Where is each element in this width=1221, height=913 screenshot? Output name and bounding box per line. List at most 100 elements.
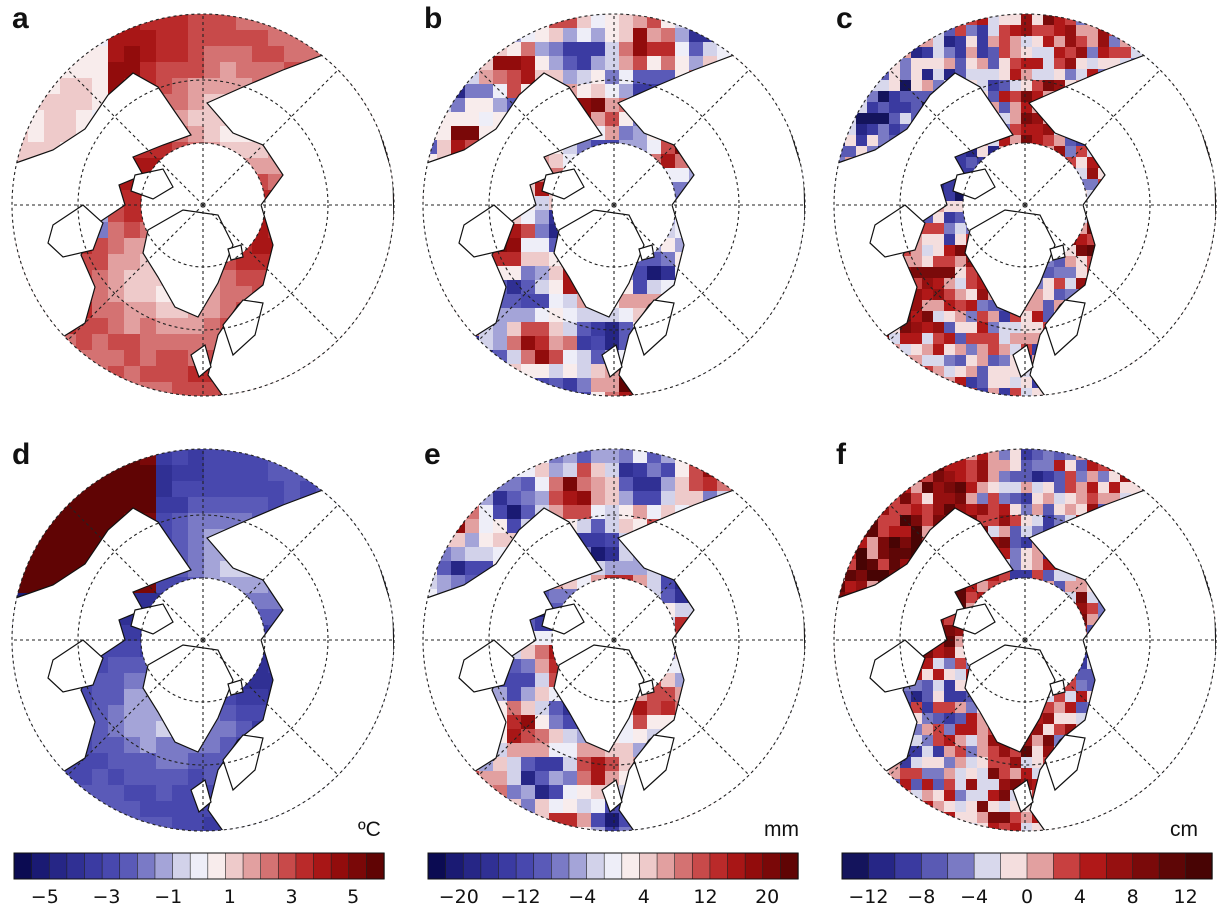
- field-cell: [28, 753, 45, 770]
- field-cell: [988, 449, 1000, 461]
- field-cell: [140, 382, 157, 396]
- field-cell: [834, 278, 846, 290]
- field-cell: [1032, 80, 1044, 92]
- field-cell: [172, 449, 189, 466]
- field-cell: [563, 378, 578, 393]
- field-cell: [1054, 58, 1066, 70]
- field-cell: [535, 364, 550, 379]
- field-cell: [236, 14, 253, 31]
- field-cell: [479, 547, 494, 562]
- field-cell: [140, 737, 157, 754]
- field-cell: [944, 69, 956, 81]
- field-cell: [1076, 36, 1088, 48]
- field-cell: [988, 735, 1000, 747]
- field-cell: [977, 355, 989, 367]
- field-cell: [878, 493, 890, 505]
- field-cell: [493, 533, 508, 548]
- field-cell: [1098, 47, 1110, 59]
- field-cell: [380, 270, 394, 287]
- field-cell: [944, 614, 956, 626]
- field-cell: [1032, 515, 1044, 527]
- field-cell: [124, 254, 141, 271]
- field-cell: [591, 70, 606, 85]
- field-cell: [577, 322, 592, 337]
- field-cell: [563, 463, 578, 478]
- field-cell: [1054, 278, 1066, 290]
- field-cell: [911, 471, 923, 483]
- field-cell: [1043, 460, 1055, 472]
- colorbar-swatch: [225, 852, 244, 880]
- meridian-line: [1024, 204, 1161, 341]
- field-cell: [140, 449, 157, 466]
- colorbar-swatch: [445, 852, 464, 880]
- field-cell: [605, 28, 620, 43]
- field-cell: [92, 785, 109, 802]
- field-cell: [493, 799, 508, 814]
- field-cell: [1010, 537, 1022, 549]
- field-cell: [1043, 47, 1055, 59]
- field-cell: [364, 78, 381, 95]
- meridian-line: [478, 639, 615, 776]
- field-cell: [140, 465, 157, 482]
- field-cell: [535, 280, 550, 295]
- field-cell: [549, 743, 564, 758]
- field-cell: [507, 757, 522, 772]
- field-cell: [172, 46, 189, 63]
- field-cell: [1076, 713, 1088, 725]
- field-cell: [465, 56, 480, 71]
- colorbar-tick-label: −1: [154, 886, 182, 908]
- field-cell: [1054, 691, 1066, 703]
- field-cell: [988, 746, 1000, 758]
- field-cell: [108, 366, 125, 383]
- field-cell: [878, 559, 890, 571]
- field-cell: [999, 482, 1011, 494]
- field-cell: [284, 449, 301, 466]
- field-cell: [591, 112, 606, 127]
- field-cell: [1208, 702, 1216, 714]
- colorbar-swatch: [31, 852, 50, 880]
- field-cell: [605, 827, 620, 831]
- field-cell: [563, 350, 578, 365]
- field-cell: [1098, 14, 1110, 26]
- field-cell: [605, 813, 620, 828]
- field-cell: [944, 669, 956, 681]
- field-cell: [521, 743, 536, 758]
- field-cell: [563, 771, 578, 786]
- field-cell: [619, 729, 634, 744]
- field-cell: [867, 559, 879, 571]
- field-cell: [933, 278, 945, 290]
- colorbar-swatch: [1000, 852, 1028, 880]
- field-cell: [563, 827, 578, 831]
- field-cell: [60, 481, 77, 498]
- colorbar-tick-label: 12: [693, 886, 717, 908]
- field-cell: [76, 769, 93, 786]
- field-cell: [348, 497, 365, 514]
- field-cell: [944, 691, 956, 703]
- field-cell: [944, 212, 956, 224]
- field-cell: [437, 112, 452, 127]
- field-cell: [1120, 25, 1132, 37]
- field-cell: [1054, 504, 1066, 516]
- panel-d: [11, 448, 395, 832]
- field-cell: [92, 334, 109, 351]
- field-cell: [563, 505, 578, 520]
- colorbar-swatch: [330, 852, 350, 880]
- field-cell: [966, 779, 978, 791]
- field-cell: [451, 98, 466, 113]
- field-cell: [28, 561, 45, 578]
- field-cell: [1043, 702, 1055, 714]
- meridian-line: [1024, 69, 1161, 206]
- field-cell: [1054, 69, 1066, 81]
- field-cell: [236, 577, 253, 594]
- field-cell: [944, 493, 956, 505]
- field-cell: [507, 56, 522, 71]
- field-cell: [1208, 570, 1216, 582]
- field-cell: [507, 491, 522, 506]
- field-cell: [507, 336, 522, 351]
- field-cell: [922, 746, 934, 758]
- field-cell: [92, 689, 109, 706]
- field-cell: [988, 377, 1000, 389]
- field-cell: [423, 715, 438, 730]
- field-cell: [591, 533, 606, 548]
- field-cell: [647, 505, 662, 520]
